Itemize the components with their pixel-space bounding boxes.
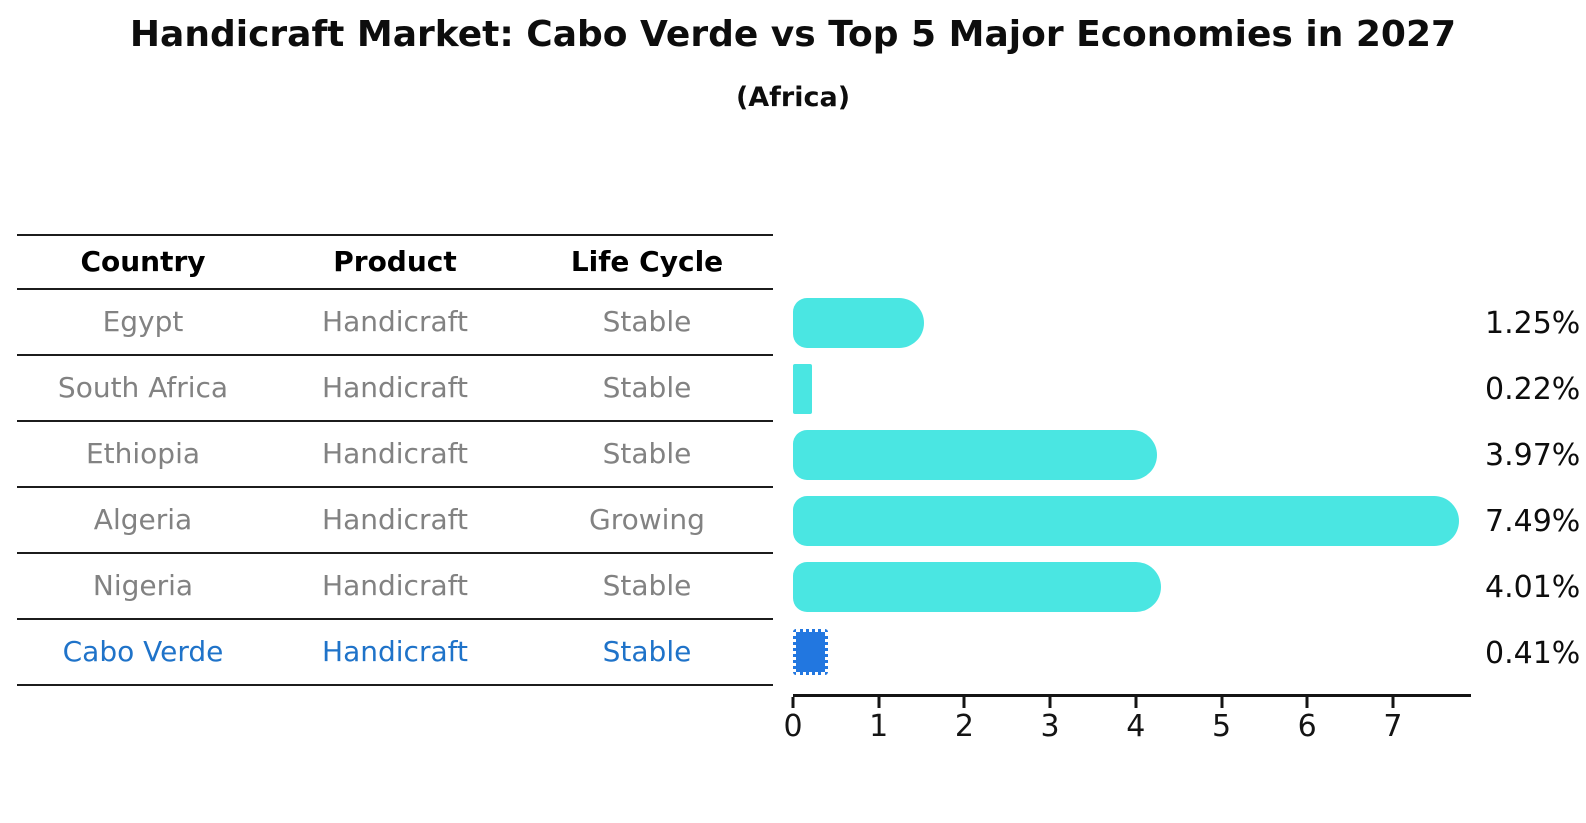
cell-lifecycle: Stable <box>602 569 692 602</box>
x-tick-label: 5 <box>1211 709 1232 744</box>
table-and-chart: Country Product Life Cycle Egypt Handicr… <box>17 234 1586 743</box>
x-tick-label: 3 <box>1040 709 1060 744</box>
row-cells: Algeria Handicraft Growing <box>17 488 773 554</box>
value-bar <box>793 629 828 675</box>
x-tick-mark <box>962 697 966 708</box>
value-label: 7.49% <box>1485 503 1581 539</box>
cell-lifecycle: Stable <box>602 635 692 668</box>
x-tick-label: 0 <box>783 709 803 744</box>
value-bar <box>793 430 1157 480</box>
value-label: 1.25% <box>1485 305 1581 341</box>
value-label: 0.41% <box>1485 635 1581 671</box>
table-header-cells: Country Product Life Cycle <box>17 234 773 290</box>
x-tick-label: 7 <box>1383 709 1403 744</box>
value-label: 3.97% <box>1485 437 1581 473</box>
value-label: 0.22% <box>1485 371 1581 407</box>
cell-lifecycle: Stable <box>602 371 692 404</box>
x-tick-label: 4 <box>1126 709 1146 744</box>
x-tick-label: 6 <box>1297 709 1317 744</box>
bar-track <box>793 620 1469 686</box>
x-tick-mark <box>1305 697 1309 708</box>
x-tick-mark <box>1220 697 1223 708</box>
cell-product: Handicraft <box>322 503 468 536</box>
cell-country: Nigeria <box>92 569 194 602</box>
x-tick-mark <box>1134 697 1138 708</box>
row-cells: Cabo Verde Handicraft Stable <box>17 620 773 686</box>
cell-product: Handicraft <box>322 437 468 470</box>
chart-subtitle: (Africa) <box>735 82 851 113</box>
cell-product: Handicraft <box>322 569 468 602</box>
x-tick-mark <box>877 697 881 708</box>
x-tick-mark <box>1048 697 1052 708</box>
table-header-row: Country Product Life Cycle <box>17 234 1586 290</box>
table-row: Egypt Handicraft Stable 1.25% <box>17 290 1586 356</box>
table-row: Cabo Verde Handicraft Stable 0.41% <box>17 620 1586 686</box>
x-axis: 0 1 2 3 4 5 6 7 <box>783 694 1471 743</box>
cell-country: Ethiopia <box>85 437 201 470</box>
cell-product: Handicraft <box>322 635 468 668</box>
bar-track <box>793 356 1469 422</box>
cell-lifecycle: Growing <box>589 503 705 536</box>
x-tick-mark <box>1391 697 1395 708</box>
value-bar <box>793 562 1161 612</box>
cell-product: Handicraft <box>322 305 468 338</box>
bar-track <box>793 290 1469 356</box>
row-cells: South Africa Handicraft Stable <box>17 356 773 422</box>
value-bar <box>793 496 1459 546</box>
value-bar <box>793 364 812 414</box>
cell-country: South Africa <box>57 371 229 404</box>
value-bar <box>793 298 924 348</box>
cell-lifecycle: Stable <box>602 305 692 338</box>
cell-lifecycle: Stable <box>602 437 692 470</box>
bar-track <box>793 488 1469 554</box>
col-header-product: Product <box>333 245 457 278</box>
row-cells: Egypt Handicraft Stable <box>17 290 773 356</box>
table-rows: Egypt Handicraft Stable 1.25% South Afri… <box>17 290 1586 686</box>
col-header-lifecycle: Life Cycle <box>570 245 724 278</box>
cell-country: Cabo Verde <box>62 635 224 668</box>
x-tick-label: 1 <box>869 709 889 744</box>
table-row: Ethiopia Handicraft Stable 3.97% <box>17 422 1586 488</box>
table-row: Algeria Handicraft Growing 7.49% <box>17 488 1586 554</box>
table-row: Nigeria Handicraft Stable 4.01% <box>17 554 1586 620</box>
col-header-country: Country <box>80 245 206 278</box>
row-cells: Nigeria Handicraft Stable <box>17 554 773 620</box>
cell-product: Handicraft <box>322 371 468 404</box>
cell-country: Algeria <box>93 503 193 536</box>
table-row: South Africa Handicraft Stable 0.22% <box>17 356 1586 422</box>
x-tick-mark <box>791 697 795 708</box>
bar-track <box>793 422 1469 488</box>
value-label: 4.01% <box>1485 569 1581 605</box>
row-cells: Ethiopia Handicraft Stable <box>17 422 773 488</box>
bar-track <box>793 554 1469 620</box>
cell-country: Egypt <box>102 305 184 338</box>
x-tick-label: 2 <box>954 709 974 744</box>
chart-title: Handicraft Market: Cabo Verde vs Top 5 M… <box>129 14 1457 55</box>
